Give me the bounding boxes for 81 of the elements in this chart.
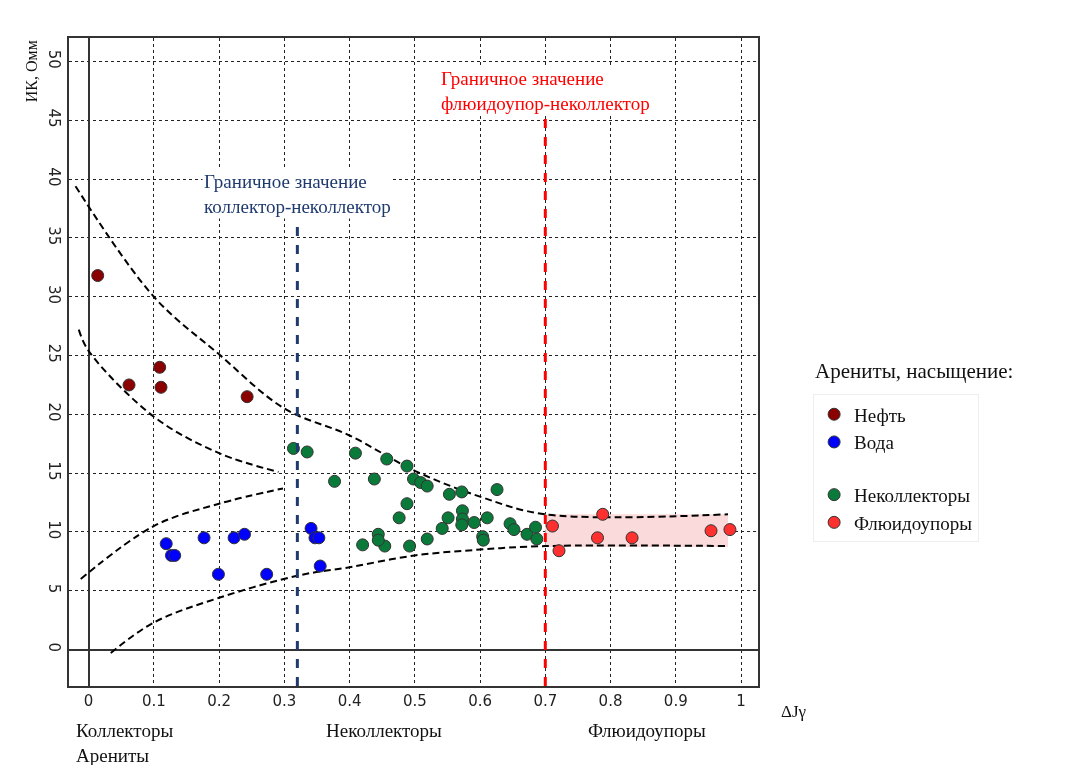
point xyxy=(91,269,105,283)
legend-title: Арениты, насыщение: xyxy=(815,359,1014,383)
point xyxy=(625,531,639,545)
x-tick-label: 0.2 xyxy=(207,691,231,710)
text: Флюидоупоры xyxy=(588,720,707,741)
ref-line-label: Граничное значение коллектор-неколлектор xyxy=(204,171,391,217)
point xyxy=(348,446,362,460)
point xyxy=(442,487,456,501)
line-series xyxy=(79,487,285,580)
point xyxy=(122,378,136,392)
point xyxy=(211,567,225,581)
point xyxy=(467,516,481,530)
point xyxy=(552,544,566,558)
point xyxy=(392,511,406,525)
x-tick-label: 0.4 xyxy=(337,691,362,710)
y-tick-label: 20 xyxy=(45,402,64,422)
point xyxy=(159,537,173,551)
x-tick-label: 0 xyxy=(83,691,94,710)
point xyxy=(371,533,385,547)
x-tick-label: 0.5 xyxy=(402,691,427,710)
x-tick-label: 0.6 xyxy=(468,691,492,710)
text: Коллекторы Арениты xyxy=(76,720,174,765)
x-tick-label: 0.8 xyxy=(598,691,623,710)
y-tick-label: 50 xyxy=(45,49,64,69)
y-tick-label: 40 xyxy=(45,167,64,187)
point xyxy=(400,459,414,473)
point xyxy=(545,519,559,533)
y-tick-label: 25 xyxy=(45,343,64,363)
point xyxy=(723,523,737,537)
point xyxy=(238,527,252,541)
y-tick-label: 15 xyxy=(45,461,64,481)
point xyxy=(530,532,544,546)
point xyxy=(507,523,521,537)
y-tick-label: 10 xyxy=(45,520,64,540)
y-tick-label: 5 xyxy=(45,583,64,594)
y-tick-label: 30 xyxy=(45,284,64,305)
point xyxy=(240,390,254,404)
y-tick-label: 0 xyxy=(45,642,64,653)
point xyxy=(197,531,211,545)
point xyxy=(420,479,434,493)
point xyxy=(168,548,182,562)
x-axis-title: ΔJγ xyxy=(781,702,807,721)
point xyxy=(400,497,414,511)
point xyxy=(380,452,394,466)
point xyxy=(529,520,543,534)
text: Неколлекторы xyxy=(326,720,443,741)
point xyxy=(403,539,417,553)
point xyxy=(260,567,274,581)
legend-label: Флюидоупоры xyxy=(854,512,973,534)
y-tick-label: 35 xyxy=(45,226,64,246)
point xyxy=(312,531,326,545)
point xyxy=(367,472,381,486)
point xyxy=(596,507,610,521)
point xyxy=(435,521,449,535)
point xyxy=(420,532,434,546)
line-series xyxy=(77,328,280,473)
point xyxy=(154,380,168,394)
ref-line-label: Граничное значение флюидоупор-неколлектор xyxy=(441,68,650,114)
point xyxy=(480,511,494,525)
x-tick-label: 0.9 xyxy=(663,691,688,710)
point xyxy=(356,538,370,552)
point xyxy=(441,511,455,525)
legend-label: Вода xyxy=(854,432,895,454)
x-tick-label: 0.3 xyxy=(272,691,297,710)
point xyxy=(455,485,469,499)
y-axis-title: ИК, Омм xyxy=(23,40,41,103)
point xyxy=(153,360,167,374)
point xyxy=(227,531,241,545)
point xyxy=(455,518,469,532)
legend-label: Неколлекторы xyxy=(854,485,971,507)
point xyxy=(591,531,604,545)
x-tick-label: 0.1 xyxy=(141,691,166,710)
legend-label: Нефть xyxy=(854,404,907,426)
y-tick-label: 45 xyxy=(45,108,64,128)
point xyxy=(300,445,314,459)
x-tick-label: 1 xyxy=(736,691,746,710)
point xyxy=(328,474,342,488)
point xyxy=(704,524,718,538)
x-tick-label: 0.7 xyxy=(533,691,558,710)
point xyxy=(490,483,504,497)
point xyxy=(313,559,327,573)
